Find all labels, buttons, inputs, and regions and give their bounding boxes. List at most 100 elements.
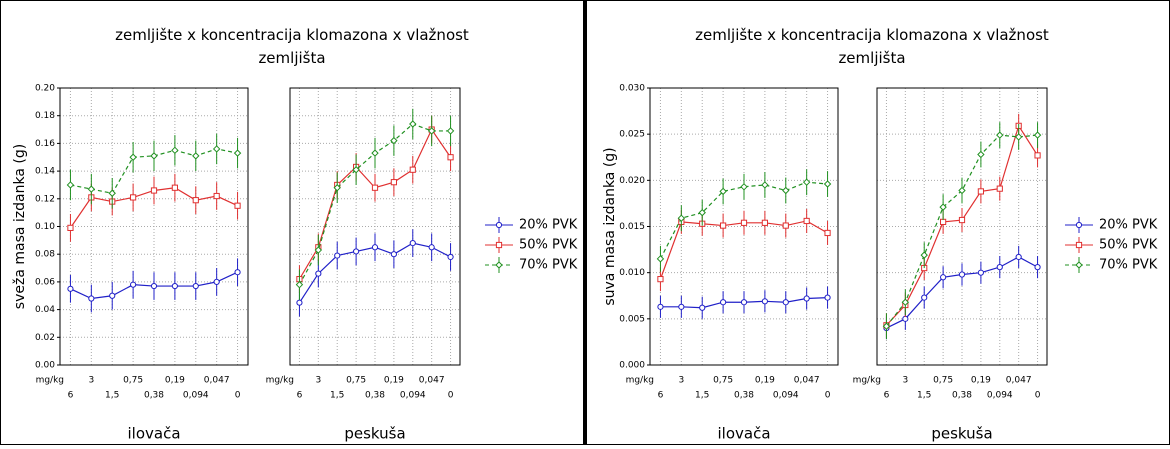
marker	[958, 271, 966, 278]
legend-label: 50% PVK	[1099, 238, 1158, 253]
y-tick-label: 0.025	[619, 130, 645, 140]
marker	[150, 187, 158, 194]
marker	[427, 127, 436, 135]
marker	[171, 146, 179, 155]
panel-label: peskuša	[344, 425, 405, 443]
y-tick-label: 0.16	[35, 139, 55, 149]
marker	[720, 222, 727, 229]
marker	[1034, 264, 1041, 271]
y-tick-label: 0.030	[619, 84, 645, 94]
marker	[409, 240, 416, 247]
x-tick-label: 0,094	[183, 391, 209, 401]
x-tick-label: 0,75	[123, 376, 143, 386]
marker	[234, 269, 241, 276]
marker	[1015, 253, 1022, 261]
marker	[130, 194, 137, 201]
marker	[129, 153, 137, 161]
marker	[996, 264, 1003, 271]
marker	[213, 192, 220, 200]
marker	[314, 246, 323, 254]
x-tick-label: 1,5	[105, 391, 119, 401]
marker	[719, 187, 727, 196]
marker	[901, 298, 910, 306]
y-tick-label: 0.14	[35, 167, 55, 177]
y-tick-label: 0.06	[35, 277, 55, 287]
x-tick-label: 0,047	[204, 376, 230, 386]
x-tick-label: 3	[315, 376, 321, 386]
marker	[171, 282, 178, 290]
marker	[447, 154, 454, 161]
frame	[0, 0, 584, 445]
marker	[902, 315, 909, 322]
marker	[150, 152, 158, 160]
marker	[977, 150, 985, 159]
marker	[657, 303, 664, 310]
y-tick-label: 0.00	[35, 361, 55, 371]
marker	[495, 221, 503, 229]
x-tick-label: 0,19	[384, 376, 404, 386]
x-unit: mg/kg	[36, 376, 64, 386]
marker	[1034, 152, 1041, 159]
y-tick-label: 0.015	[619, 222, 645, 232]
marker	[678, 303, 685, 310]
marker	[958, 216, 966, 224]
x-tick-label: 0	[448, 391, 454, 401]
legend-label: 70% PVK	[519, 258, 578, 273]
x-tick-label: 6	[68, 391, 74, 401]
marker	[740, 183, 748, 191]
marker	[882, 322, 891, 330]
legend-label: 20% PVK	[1099, 218, 1158, 233]
marker	[212, 145, 221, 153]
x-tick-label: 1,5	[330, 391, 344, 401]
y-tick-label: 0.08	[35, 250, 55, 260]
marker	[740, 299, 748, 306]
marker	[824, 294, 831, 301]
x-tick-label: 0,094	[773, 391, 799, 401]
marker	[782, 222, 789, 229]
marker	[390, 179, 397, 186]
marker	[234, 202, 241, 209]
legend-label: 20% PVK	[519, 218, 578, 233]
x-tick-label: 0,38	[734, 391, 754, 401]
marker	[761, 219, 768, 226]
legend-label: 70% PVK	[1099, 258, 1158, 273]
marker	[657, 276, 664, 283]
y-tick-label: 0.10	[35, 222, 55, 232]
y-tick-label: 0.12	[35, 194, 55, 204]
marker	[333, 184, 341, 192]
x-tick-label: 6	[884, 391, 890, 401]
marker	[996, 185, 1003, 192]
marker	[803, 295, 810, 302]
marker	[67, 224, 74, 231]
marker	[87, 185, 96, 193]
x-tick-label: 0,38	[952, 391, 972, 401]
marker	[495, 241, 503, 249]
marker	[108, 189, 116, 197]
marker	[295, 280, 304, 289]
marker	[371, 149, 379, 157]
marker	[977, 188, 984, 195]
marker	[88, 295, 95, 302]
x-tick-label: 0	[235, 391, 241, 401]
x-tick-label: 6	[297, 391, 303, 401]
panel-label: peskuša	[931, 425, 992, 443]
marker	[940, 218, 947, 225]
x-tick-label: 3	[678, 376, 684, 386]
series-line	[885, 134, 1038, 327]
marker	[977, 269, 984, 276]
x-tick-label: 0,19	[755, 376, 775, 386]
marker	[782, 299, 789, 306]
x-tick-label: 0	[825, 391, 831, 401]
marker	[782, 186, 790, 195]
marker	[1075, 221, 1083, 229]
marker	[109, 292, 116, 299]
chart-title: zemljište x koncentracija klomazona x vl…	[695, 26, 1049, 67]
marker	[192, 197, 199, 204]
marker	[740, 219, 748, 226]
y-tick-label: 0.000	[619, 361, 645, 371]
y-axis-label: sveža masa izdanka (g)	[12, 144, 28, 309]
x-tick-label: 6	[658, 391, 664, 401]
marker	[66, 181, 75, 189]
marker	[1075, 241, 1083, 249]
